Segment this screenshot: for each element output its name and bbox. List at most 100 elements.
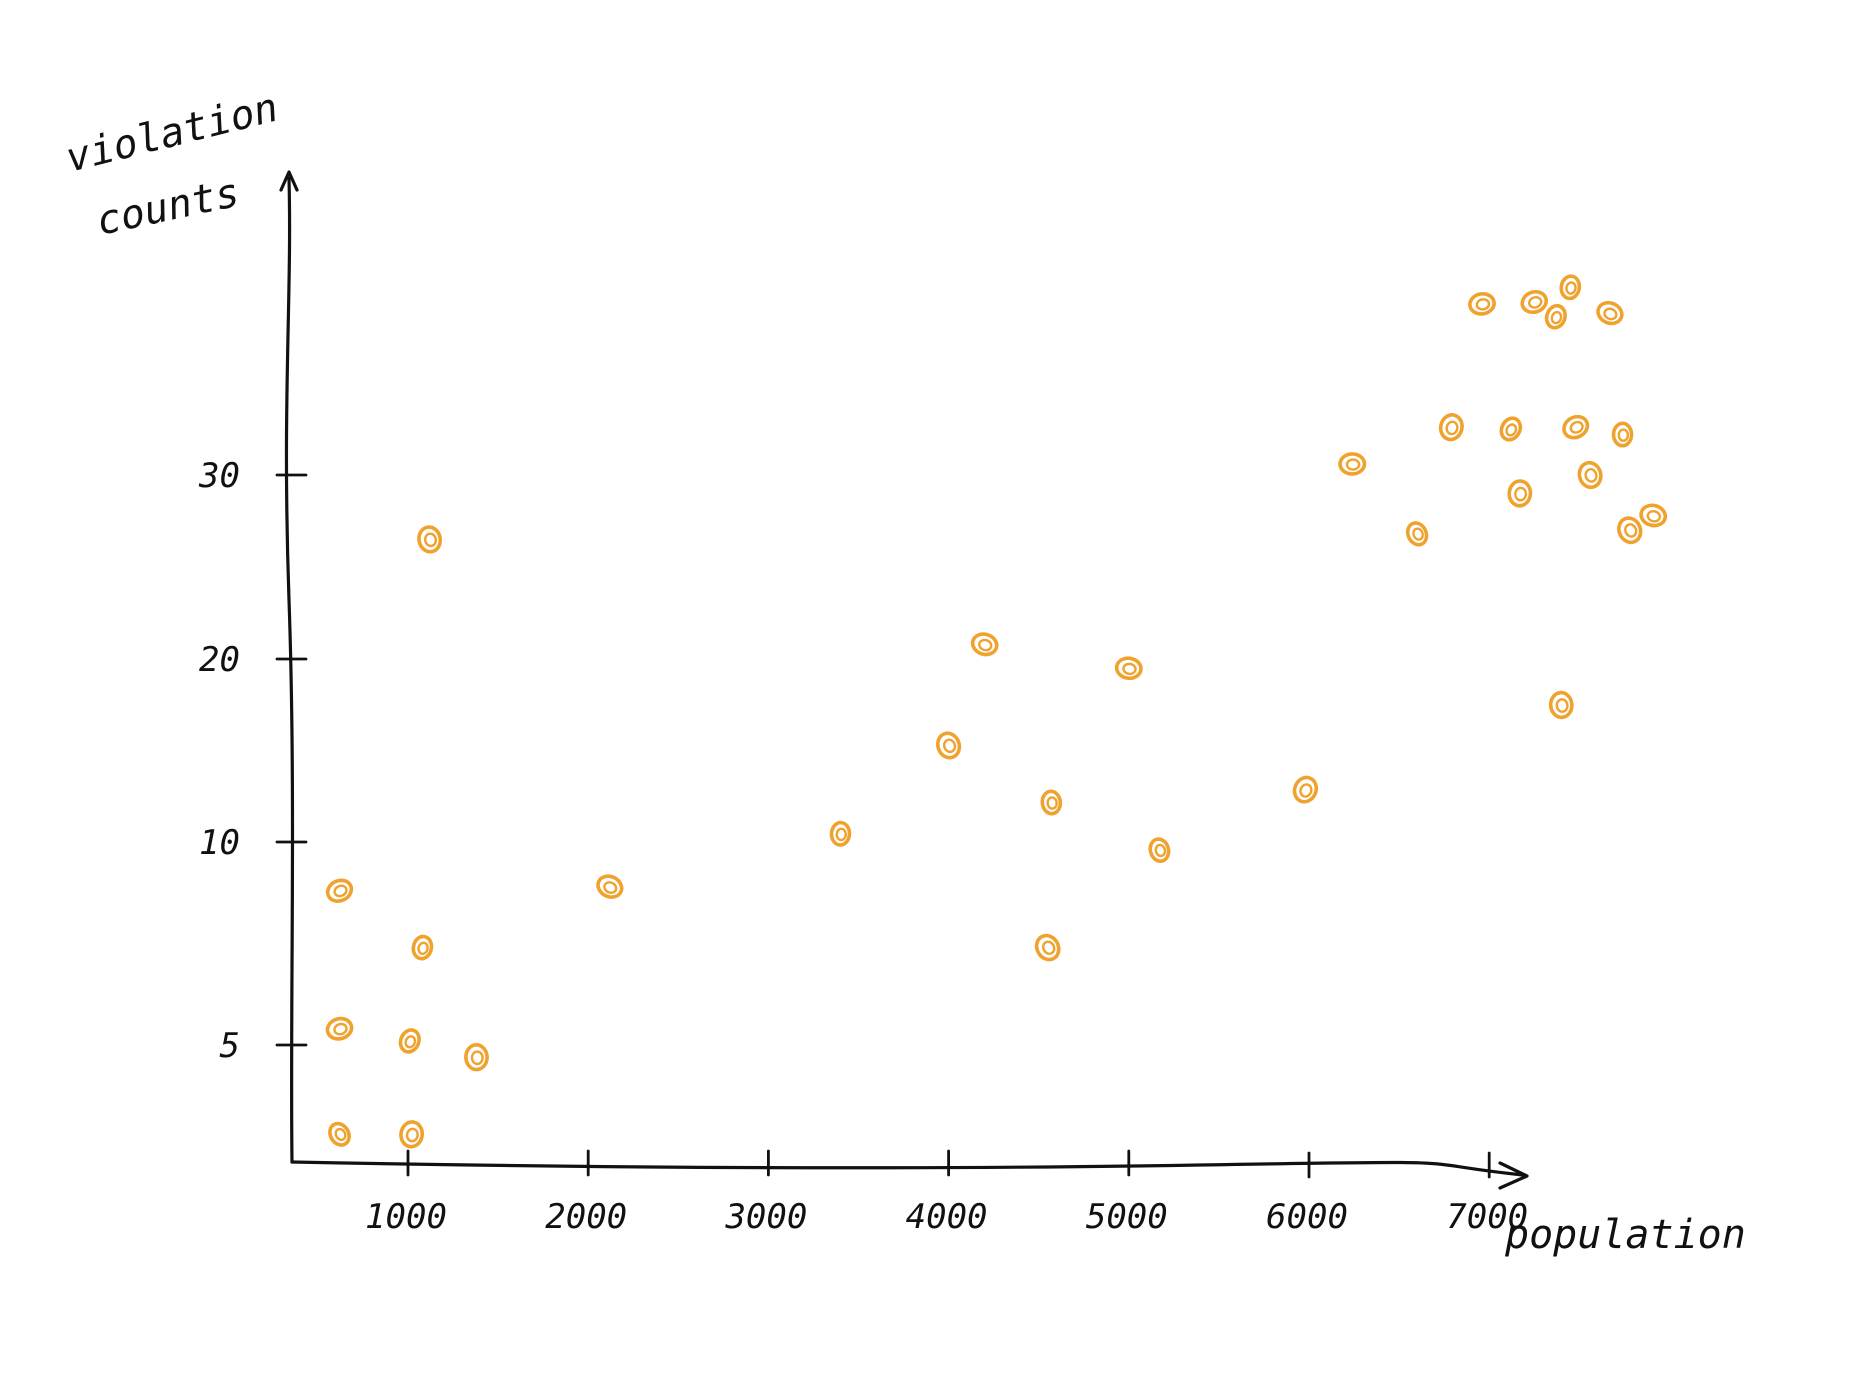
scatter-point <box>1611 421 1634 448</box>
scatter-point-core <box>1046 796 1058 810</box>
x-tick-label: 5000 <box>1086 1197 1168 1237</box>
y-axis-title-line-2: counts <box>93 170 244 245</box>
scatter-point-ring <box>411 934 434 961</box>
scatter-point-ring <box>1596 300 1624 326</box>
scatter-point-core <box>1603 307 1618 321</box>
x-tick-label: 3000 <box>724 1197 807 1237</box>
scatter-point-core <box>417 941 429 956</box>
scatter-point-ring <box>1577 460 1603 490</box>
scatter-point-core <box>470 1050 484 1066</box>
scatter-point-ring <box>399 1120 425 1149</box>
scatter-point-ring <box>417 525 443 554</box>
scatter-point-core <box>1154 843 1167 858</box>
scatter-point-core <box>1122 662 1137 676</box>
scatter-point-ring <box>1520 289 1549 315</box>
scatter-point <box>1577 460 1603 490</box>
scatter-point <box>1559 274 1582 301</box>
scatter-point-ring <box>1114 656 1143 681</box>
scatter-point-ring <box>1338 452 1367 476</box>
x-axis-line <box>290 1160 1525 1177</box>
scatter-point-ring <box>1034 933 1061 962</box>
y-tick-label: 10 <box>199 823 240 863</box>
scatter-point-core <box>1550 310 1563 325</box>
scatter-point <box>1520 289 1549 315</box>
y-axis-arrowhead <box>279 170 299 192</box>
scatter-point <box>1405 521 1429 547</box>
scatter-point <box>1438 413 1464 442</box>
scatter-point-core <box>1345 458 1361 471</box>
scatter-point-core <box>1475 298 1491 311</box>
scatter-point-core <box>835 827 847 842</box>
scatter-point <box>1292 775 1319 804</box>
scatter-point <box>596 874 624 899</box>
scatter-point-core <box>1505 423 1518 437</box>
scatter-point <box>970 632 999 657</box>
scatter-point-core <box>334 1127 347 1141</box>
x-tick-label: 7000 <box>1446 1197 1528 1237</box>
y-axis-line <box>284 176 295 1164</box>
scatter-point-ring <box>1405 521 1429 547</box>
x-axis-title: population <box>1504 1212 1746 1258</box>
x-tick-label: 6000 <box>1266 1197 1348 1237</box>
scatter-point <box>325 1016 354 1041</box>
scatter-point-ring <box>1562 414 1590 440</box>
scatter-point-core <box>404 1035 417 1049</box>
scatter-point-ring <box>1438 413 1464 442</box>
scatter-point-core <box>1445 420 1459 436</box>
scatter-point-core <box>1528 296 1543 309</box>
scatter-point <box>1499 416 1523 442</box>
scatter-point <box>417 525 443 554</box>
scatter-point-ring <box>1040 789 1063 816</box>
x-tick-label: 2000 <box>545 1197 627 1237</box>
scatter-point-ring <box>935 731 962 760</box>
scatter-point <box>1338 452 1367 476</box>
scatter-point-ring <box>1148 837 1171 863</box>
scatter-point <box>1148 837 1171 863</box>
scatter-point-core <box>1299 783 1313 798</box>
scatter-point <box>829 820 852 847</box>
scatter-point-ring <box>1499 416 1523 442</box>
scatter-point-core <box>1041 940 1056 955</box>
scatter-point <box>325 878 354 903</box>
scatter-point <box>935 731 962 760</box>
scatter-point <box>1468 292 1496 316</box>
scatter-point-ring <box>1548 690 1574 720</box>
x-tick-label: 1000 <box>365 1197 447 1237</box>
scatter-point-core <box>423 532 438 548</box>
scatter-point-ring <box>1639 503 1668 528</box>
scatter-point <box>464 1042 489 1072</box>
scatter-point-core <box>1412 527 1424 541</box>
scatter-point-ring <box>328 1121 351 1147</box>
scatter-point-core <box>1565 281 1577 295</box>
scatter-point-core <box>942 738 957 754</box>
scatter-point <box>328 1121 351 1147</box>
y-axis-title-line-1: violation <box>61 85 282 182</box>
scatter-point-core <box>1584 468 1598 483</box>
y-ticks: 5 10 20 30 <box>198 456 308 1066</box>
scatter-point-ring <box>398 1028 421 1054</box>
scatter-point-core <box>1514 486 1528 502</box>
scatter-point-ring <box>1507 479 1533 508</box>
scatter-point <box>1548 690 1574 720</box>
scatter-point-core <box>1624 523 1638 538</box>
scatter-point-ring <box>1611 421 1634 448</box>
scatter-point-core <box>405 1127 419 1143</box>
scatter-point <box>1562 414 1590 440</box>
scatter-point <box>1034 933 1061 962</box>
scatter-point-ring <box>464 1042 489 1072</box>
scatter-point <box>398 1028 421 1054</box>
x-axis-arrowhead <box>1498 1161 1529 1190</box>
scatter-point-core <box>333 884 348 898</box>
scatter-point-ring <box>596 874 624 899</box>
scatter-point-ring <box>325 878 354 903</box>
y-tick-label: 5 <box>220 1026 240 1066</box>
scatter-point-ring <box>1544 303 1567 330</box>
scatter-point-core <box>603 881 618 894</box>
scatter-point-core <box>1569 420 1584 434</box>
y-tick-label: 20 <box>199 640 240 680</box>
scatter-point-core <box>978 638 993 652</box>
x-tick-label: 4000 <box>906 1197 988 1237</box>
scatter-point-ring <box>1617 516 1643 545</box>
axis-titles: violation counts population <box>61 85 1746 1258</box>
